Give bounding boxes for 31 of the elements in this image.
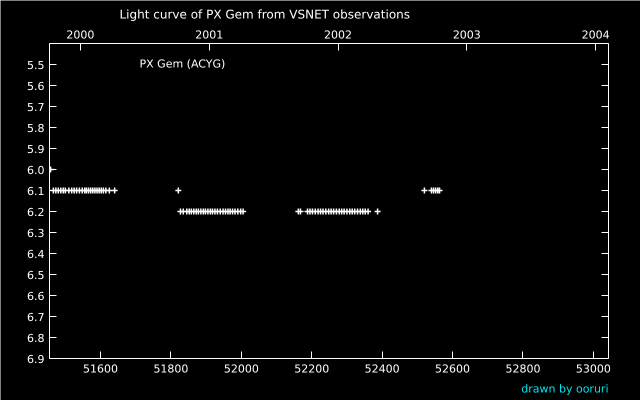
x-tick-label: 52200 (294, 362, 330, 376)
y-tick-label: 6.7 (27, 311, 45, 324)
y-tick-label: 6.5 (27, 269, 45, 282)
x-tick-label: 52800 (505, 362, 540, 376)
x-tick-label: 52600 (435, 362, 470, 376)
annotation: PX Gem (ACYG) (140, 58, 226, 70)
x-tick-label: 51600 (83, 362, 118, 376)
y-tick-label: 6.0 (27, 164, 45, 177)
x2-tick-label: 2003 (452, 28, 481, 42)
y-tick-label: 6.1 (27, 185, 45, 198)
x2-tick-label: 2004 (582, 28, 610, 42)
x-tick-label: 52400 (364, 362, 400, 376)
y-tick-label: 6.9 (27, 353, 45, 366)
y-tick-label: 6.3 (27, 227, 45, 240)
x-tick-label: 51800 (153, 362, 188, 376)
y-tick-label: 6.4 (27, 248, 45, 261)
x-tick-label: 53000 (576, 362, 611, 376)
y-tick-label: 5.8 (27, 122, 45, 135)
y-tick-label: 6.2 (27, 206, 45, 219)
text: drawn by ooruri (521, 382, 608, 396)
y-tick-label: 6.8 (27, 332, 45, 345)
y-tick-label: 5.9 (27, 143, 45, 156)
x2-tick-label: 2001 (195, 28, 224, 42)
x2-tick-label: 2000 (66, 28, 94, 42)
chart-title: Light curve of PX Gem from VSNET observations (120, 8, 410, 22)
y-tick-label: 6.6 (27, 290, 45, 303)
x-tick-label: 52000 (224, 362, 259, 376)
y-tick-label: 5.7 (27, 101, 45, 114)
y-tick-label: 5.6 (27, 80, 45, 93)
x2-tick-label: 2002 (324, 28, 352, 42)
y-tick-label: 5.5 (27, 59, 45, 72)
